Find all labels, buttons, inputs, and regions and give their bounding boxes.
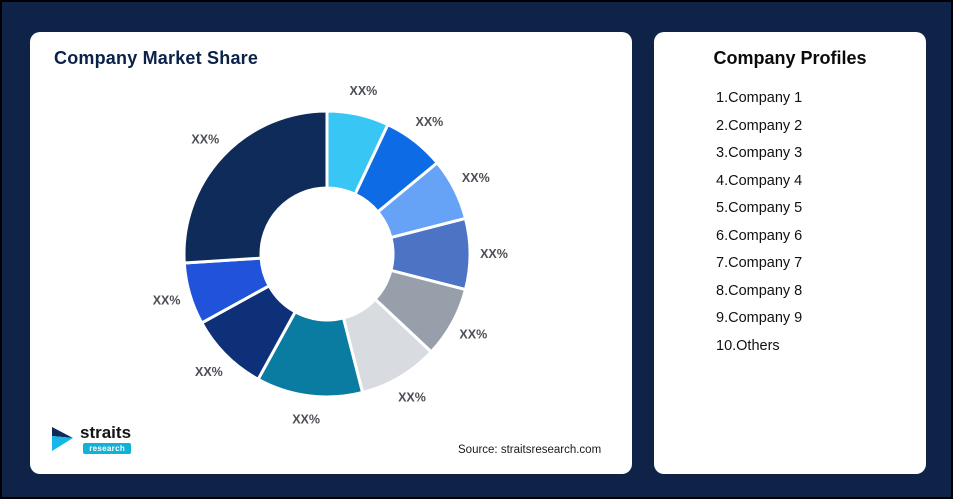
donut-segment-label: XX% [195, 365, 223, 379]
list-item: 2.Company 2 [716, 117, 803, 134]
chart-title: Company Market Share [54, 48, 259, 68]
company-profiles-card: Company Profiles 1.Company 1 2.Company 2… [654, 32, 926, 474]
donut-segment-label: XX% [191, 133, 219, 147]
donut-segment-label: XX% [459, 328, 487, 342]
list-item: 9.Company 9 [716, 310, 803, 326]
donut-segment-label: XX% [416, 115, 444, 129]
profiles-list: 1.Company 1 2.Company 2 3.Company 3 4.Co… [654, 85, 926, 360]
logo-brand: straits [80, 423, 132, 442]
list-item: 5.Company 5 [716, 200, 803, 216]
list-item: 6.Company 6 [716, 227, 803, 244]
logo-subtitle: research [83, 443, 132, 454]
list-item: 3.Company 3 [716, 145, 803, 161]
donut-segment-label: XX% [480, 247, 508, 261]
list-item: 1.Company 1 [716, 90, 803, 106]
donut-segment-label: XX% [350, 84, 378, 98]
donut-chart: XX% XX% XX% XX% XX% XX% XX% XX% XX% XX% [153, 84, 508, 427]
logo-text: straits research [80, 423, 132, 454]
straits-research-logo: straits research [50, 423, 132, 454]
donut-segment-others [182, 109, 329, 265]
donut-segment-label: XX% [462, 171, 490, 185]
list-item: 4.Company 4 [716, 172, 803, 189]
straits-logo-icon [52, 427, 73, 451]
list-item: 8.Company 8 [716, 282, 803, 299]
list-item: 7.Company 7 [716, 255, 803, 271]
market-share-card: Company Market Share XX% XX% XX% XX% XX% XX% X… [30, 32, 632, 474]
list-item: 10.Others [716, 337, 780, 354]
profiles-title: Company Profiles [713, 48, 867, 68]
source-text: Source: straitsresearch.com [458, 444, 602, 456]
donut-segment-label: XX% [292, 413, 320, 427]
donut-segment-label: XX% [398, 391, 426, 405]
donut-segment-label: XX% [153, 294, 181, 308]
